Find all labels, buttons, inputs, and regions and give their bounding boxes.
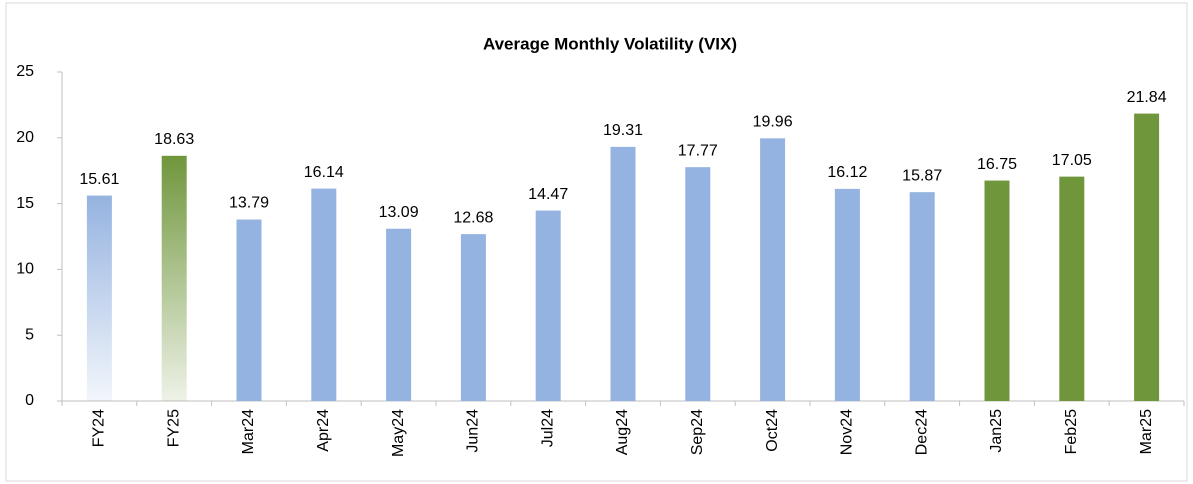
value-label: 14.47 [528, 186, 568, 203]
value-label: 18.63 [154, 131, 194, 148]
y-tick-label: 10 [16, 261, 34, 278]
x-tick-label: May24 [390, 409, 407, 457]
x-tick-label: Oct24 [764, 409, 781, 452]
value-label: 16.14 [304, 164, 344, 181]
value-label: 16.12 [827, 164, 867, 181]
x-tick-label: Mar25 [1138, 409, 1155, 454]
bar [161, 155, 187, 401]
bar [984, 180, 1010, 401]
x-tick-label: Aug24 [614, 409, 631, 455]
chart-title: Average Monthly Volatility (VIX) [483, 34, 737, 53]
chart-border [5, 2, 1188, 482]
x-tick-label: Mar24 [240, 409, 257, 454]
value-label: 13.79 [229, 195, 269, 212]
y-tick-label: 5 [25, 326, 34, 343]
y-tick-label: 20 [16, 129, 34, 146]
value-label: 17.77 [678, 142, 718, 159]
x-tick-label: Feb25 [1063, 409, 1080, 454]
x-tick-label: Jan25 [988, 409, 1005, 453]
value-label: 15.61 [79, 171, 119, 188]
bar [909, 192, 935, 401]
x-tick-label: FY24 [91, 409, 108, 447]
value-label: 12.68 [453, 209, 493, 226]
x-tick-label: Jul24 [539, 409, 556, 447]
value-label: 15.87 [902, 167, 942, 184]
bar [535, 210, 561, 401]
bar [86, 195, 112, 401]
value-label: 17.05 [1052, 152, 1092, 169]
value-label: 16.75 [977, 156, 1017, 173]
y-tick-label: 15 [16, 195, 34, 212]
bar [610, 146, 636, 401]
bar [1059, 176, 1085, 401]
x-tick-label: Sep24 [689, 409, 706, 455]
value-label: 19.31 [603, 122, 643, 139]
y-tick-label: 0 [25, 392, 34, 409]
x-tick-label: Nov24 [839, 409, 856, 455]
x-tick-label: FY25 [165, 409, 182, 447]
bar [236, 219, 262, 401]
bar [834, 188, 860, 401]
bar [760, 138, 786, 401]
x-tick-label: Jun24 [465, 409, 482, 453]
bar [386, 228, 412, 401]
bar [311, 188, 337, 401]
bar [685, 167, 711, 401]
y-tick-label: 25 [16, 63, 34, 80]
x-tick-label: Apr24 [315, 409, 332, 452]
value-label: 19.96 [753, 114, 793, 131]
x-tick-label: Dec24 [913, 409, 930, 455]
bar [460, 234, 486, 401]
value-label: 21.84 [1127, 89, 1167, 106]
bar [1134, 113, 1160, 401]
value-label: 13.09 [379, 204, 419, 221]
